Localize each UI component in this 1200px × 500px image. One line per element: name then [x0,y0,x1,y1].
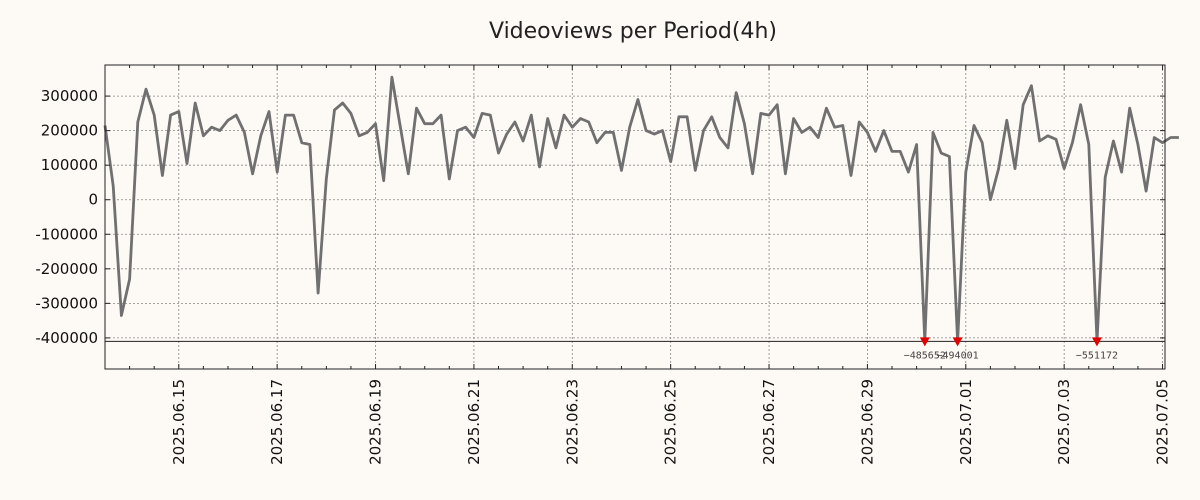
x-tick-label: 2025.06.25 [662,379,680,465]
x-tick-label: 2025.06.15 [170,379,188,465]
y-tick-label: 200000 [41,122,98,140]
x-tick-label: 2025.06.27 [760,379,778,465]
x-tick-label: 2025.06.17 [268,379,286,465]
y-tick-label: 300000 [41,87,98,105]
y-tick-label: -100000 [35,225,98,243]
annotation-label: −551172 [1076,350,1118,361]
y-tick-label: 0 [88,191,98,209]
annotation-marker [952,337,963,347]
x-tick-label: 2025.06.19 [367,379,385,465]
chart-title: Videoviews per Period(4h) [489,19,777,44]
x-tick-label: 2025.07.01 [957,379,975,465]
series-line-Videoviews [103,75,1179,343]
y-tick-label: 100000 [41,156,98,174]
x-tick-label: 2025.06.29 [858,379,876,465]
annotation-marker [1091,337,1102,347]
annotation-marker [919,337,930,347]
series-layer [103,75,1179,343]
y-tick-label: -300000 [35,294,98,312]
x-tick-label: 2025.07.03 [1055,379,1073,465]
x-tick-label: 2025.06.23 [563,379,581,465]
annotation-layer: −485652−494001 −551172 [904,337,1118,361]
annotation-label: −494001 [937,350,979,361]
x-axis-ticks: 2025.06.15 2025.06.17 2025.06.19 2025.06.21… [104,65,1172,465]
x-tick-label: 2025.06.21 [465,379,483,465]
x-tick-label: 2025.07.05 [1154,379,1172,465]
y-tick-label: -200000 [35,260,98,278]
y-axis-ticks: 300000 200000 100000 0 -100000 -200000 -300000… [35,87,1165,347]
y-tick-label: -400000 [35,329,98,347]
grid [105,65,1165,369]
annotation-label: −485652 [904,350,946,361]
plot-frame [104,64,1166,370]
